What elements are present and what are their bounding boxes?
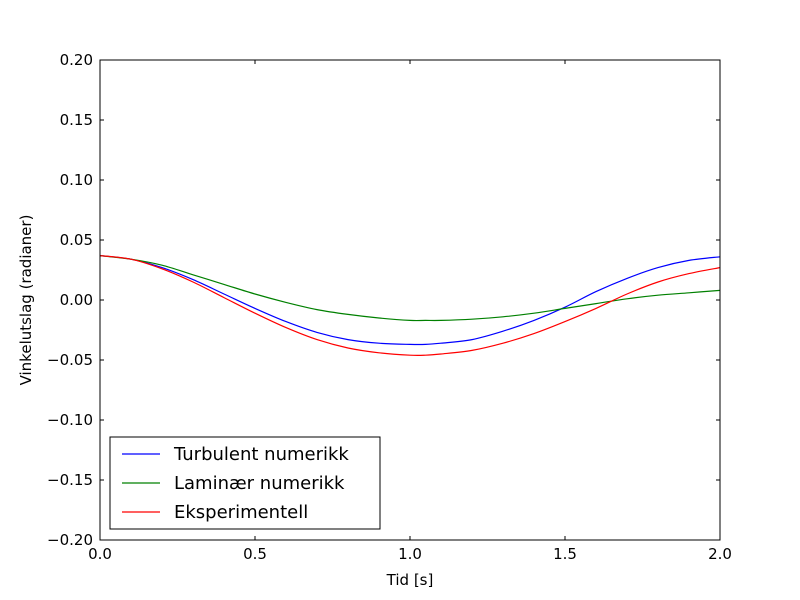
y-tick-label: 0.15 [60,111,93,129]
y-tick-label: −0.10 [47,411,93,429]
y-tick-label: 0.20 [60,51,93,69]
series-layer [99,255,721,357]
series-line-3 [99,255,721,357]
x-axis-label: Tid [s] [386,571,434,589]
legend-label-3: Eksperimentell [174,502,308,523]
y-tick-label: −0.05 [47,351,93,369]
series-line-1 [99,255,721,346]
x-tick-label: 0.0 [88,545,112,563]
y-tick-label: −0.15 [47,471,93,489]
y-tick-label: −0.20 [47,531,93,549]
y-axis-label: Vinkelutslag (radianer) [17,215,35,386]
y-tick-label: 0.05 [60,231,93,249]
y-tick-label: 0.10 [60,171,93,189]
y-tick-label: 0.00 [60,291,93,309]
legend: Turbulent numerikk Laminær numerikk Eksper… [109,436,381,530]
ticks-layer: 0.0 0.5 1.0 1.5 2.0 −0.20 −0.15 −0.10 −0.05 0.00 0… [47,51,732,563]
legend-label-1: Turbulent numerikk [173,444,349,465]
x-tick-label: 1.5 [553,545,577,563]
legend-label-2: Laminær numerikk [174,473,345,494]
x-tick-label: 1.0 [398,545,422,563]
x-tick-label: 2.0 [708,545,732,563]
x-tick-label: 0.5 [243,545,267,563]
